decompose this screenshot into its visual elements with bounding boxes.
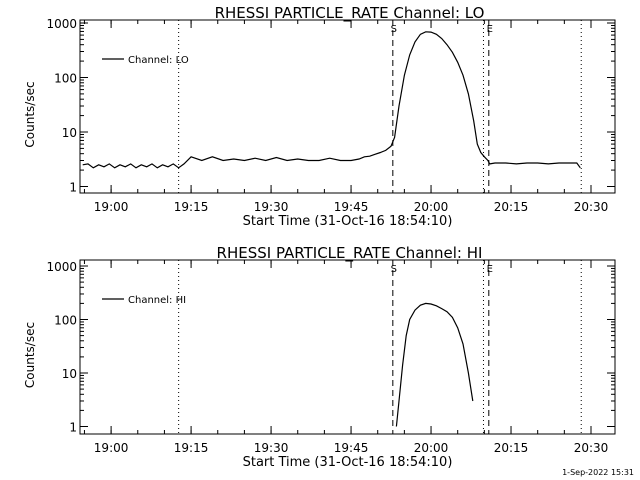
x-tick-label: 19:15 — [174, 200, 209, 214]
chart-title: RHESSI PARTICLE_RATE Channel: HI — [217, 244, 483, 263]
x-tick-label: 19:45 — [334, 441, 369, 455]
y-tick-label: 100 — [54, 314, 77, 328]
plot-frame — [79, 19, 616, 194]
marker-label-s: S — [391, 24, 397, 35]
y-axis-label: Counts/sec — [23, 81, 37, 147]
plot-frame — [79, 259, 616, 435]
chart-title: RHESSI PARTICLE_RATE Channel: LO — [215, 4, 485, 23]
marker-label-e: E — [487, 264, 493, 275]
x-tick-label: 20:30 — [574, 441, 609, 455]
y-tick-label: 100 — [54, 72, 77, 86]
y-tick-label: 1000 — [46, 260, 77, 274]
y-tick-label: 1 — [69, 181, 77, 195]
x-tick-label: 19:15 — [174, 441, 209, 455]
x-axis-label: Start Time (31-Oct-16 18:54:10) — [243, 455, 453, 470]
x-tick-label: 20:00 — [414, 200, 449, 214]
x-tick-label: 20:00 — [414, 441, 449, 455]
series-line — [82, 31, 581, 169]
x-axis-label: Start Time (31-Oct-16 18:54:10) — [243, 214, 453, 229]
lo-channel-panel: RHESSI PARTICLE_RATE Channel: LO Counts/s… — [23, 4, 616, 229]
footer-timestamp: 1-Sep-2022 15:31 — [562, 468, 634, 477]
hi-channel-panel: RHESSI PARTICLE_RATE Channel: HI Counts/s… — [23, 244, 616, 470]
y-axis-label: Counts/sec — [23, 322, 37, 388]
x-tick-label: 19:00 — [94, 441, 129, 455]
marker-label-e: E — [487, 24, 493, 35]
x-tick-label: 19:30 — [254, 200, 289, 214]
x-tick-label: 19:00 — [94, 200, 129, 214]
x-tick-label: 19:30 — [254, 441, 289, 455]
marker-label-s: S — [391, 264, 397, 275]
x-tick-label: 20:15 — [494, 200, 529, 214]
legend-entry: Channel: LO — [128, 55, 189, 66]
y-tick-label: 10 — [62, 367, 77, 381]
y-tick-label: 1 — [69, 421, 77, 435]
y-tick-label: 1000 — [46, 17, 77, 31]
legend-entry: Channel: HI — [128, 295, 186, 306]
x-tick-label: 20:15 — [494, 441, 529, 455]
series-line — [395, 302, 474, 427]
y-tick-label: 10 — [62, 126, 77, 140]
x-tick-label: 20:30 — [574, 200, 609, 214]
x-tick-label: 19:45 — [334, 200, 369, 214]
